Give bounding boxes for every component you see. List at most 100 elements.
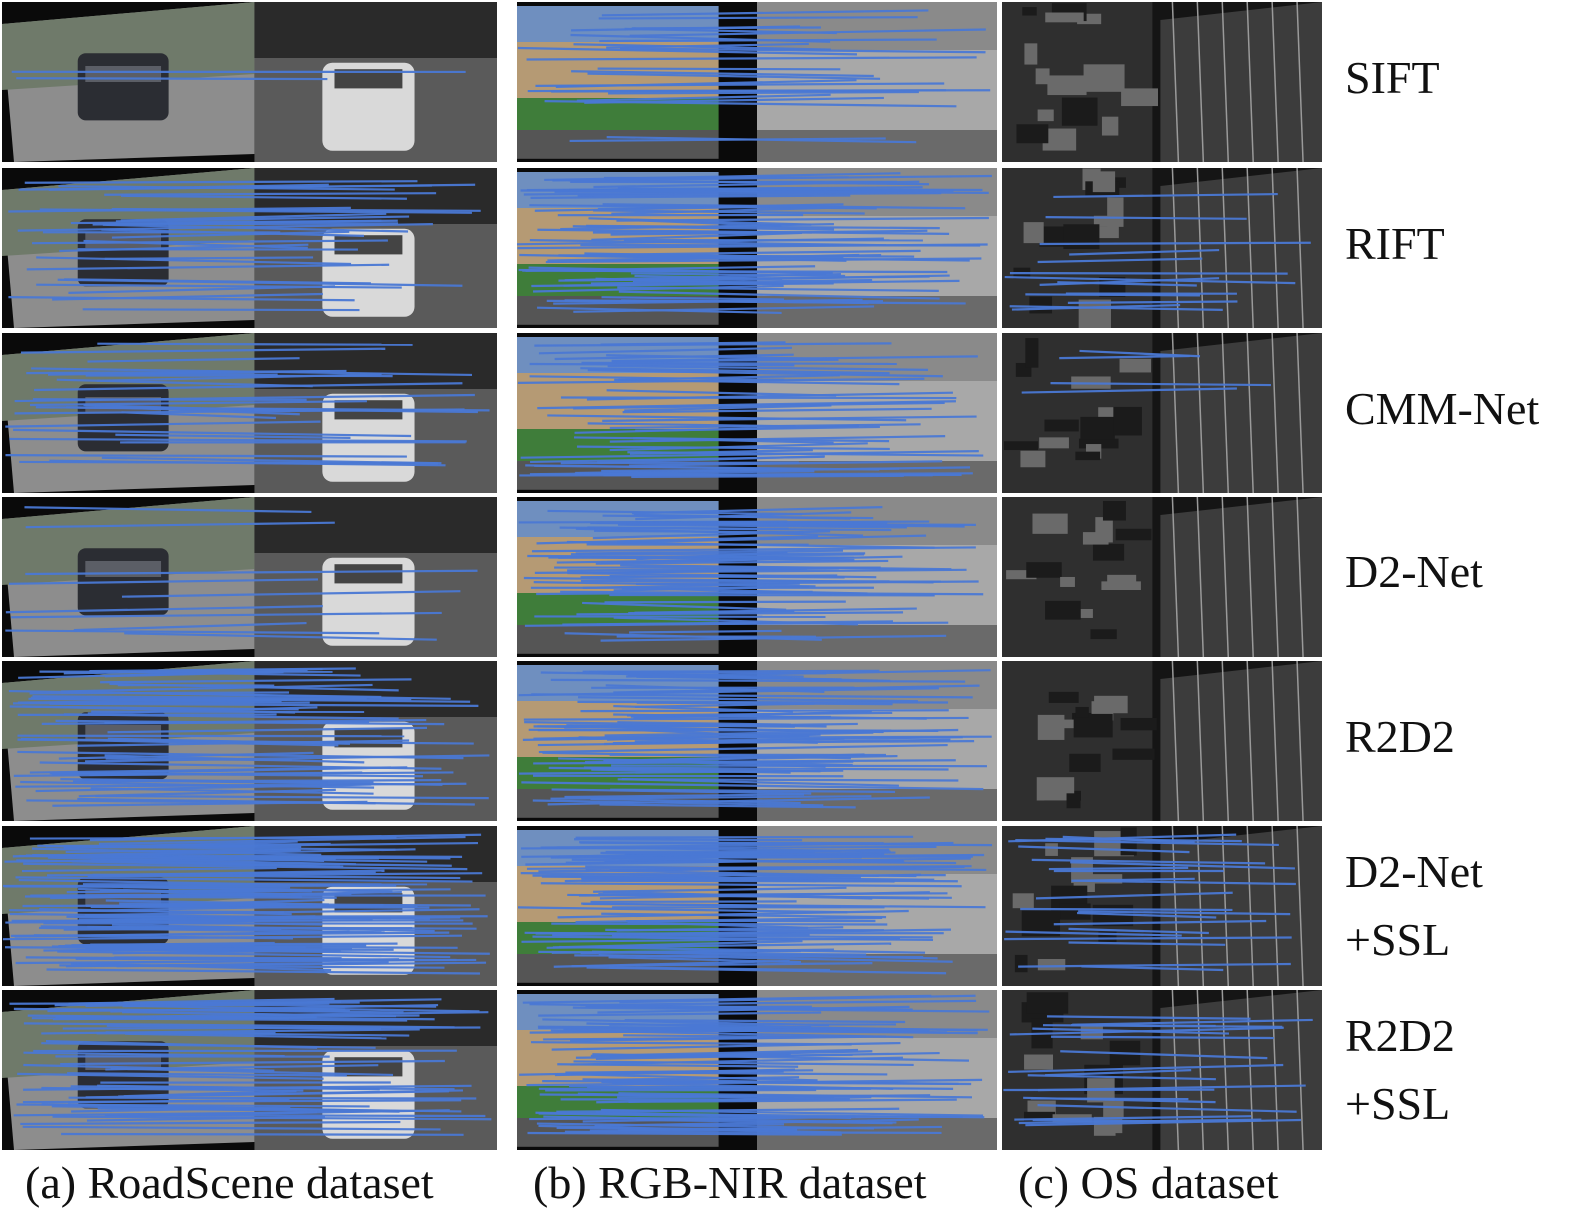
match-image-rgb-5-match-line <box>599 803 856 809</box>
match-image-rgb-4-match-line <box>631 506 883 515</box>
match-image-road-2-match-line <box>36 283 402 289</box>
match-image-rgb-1-match-line <box>576 93 831 102</box>
match-image-rgb-4-match-line <box>582 601 787 611</box>
match-image-rgb-2-match-line <box>588 217 812 226</box>
match-image-rgb-2-match-line <box>630 272 846 278</box>
match-image-rgb-4-canvas <box>517 497 997 657</box>
match-image-road-2-match-line <box>26 263 390 271</box>
match-image-rgb-2-match-line <box>577 192 942 197</box>
match-image-rgb-3-match-line <box>573 401 945 410</box>
match-image-road-6-match-line <box>65 848 299 854</box>
match-image-rgb-5-match-line <box>613 684 980 694</box>
match-image-rgb-3-match-line <box>624 404 832 412</box>
method-label: D2-Net <box>1345 546 1483 597</box>
match-image-road-3-match-line <box>34 382 463 392</box>
match-image-rgb-7-match-line <box>617 1094 931 1099</box>
match-image-rgb-1-match-line <box>606 42 809 49</box>
method-label: RIFT <box>1345 218 1445 269</box>
match-image-os-2-match-line <box>1045 216 1247 220</box>
match-image-road-6-match-line <box>74 904 384 913</box>
match-image-road-5-match-line <box>29 766 408 774</box>
match-image-rgb-7-match-line <box>564 1130 942 1135</box>
match-image-os-6-match-line <box>1077 911 1217 919</box>
match-image-rgb-1-match-line <box>624 27 837 35</box>
match-image-rgb-6-match-line <box>525 857 971 866</box>
match-image-road-4 <box>2 497 497 657</box>
match-image-os-7 <box>1002 990 1322 1150</box>
match-image-road-6-match-line <box>98 835 466 845</box>
match-image-os-7-match-line <box>1032 1027 1230 1035</box>
match-image-os-6-match-line <box>1078 910 1291 916</box>
match-image-os-2-match-line <box>1069 248 1220 256</box>
match-image-os-2-match-line <box>1039 241 1311 246</box>
match-image-rgb-4-match-line <box>604 600 846 604</box>
match-image-os-7-match-line <box>1025 1118 1302 1127</box>
match-image-os-7-match-line <box>1008 1063 1284 1073</box>
match-image-rgb-6-match-line <box>557 909 909 919</box>
match-image-os-5 <box>1002 661 1322 821</box>
match-image-road-2-match-line <box>57 278 463 287</box>
match-image-rgb-6 <box>517 826 997 986</box>
match-image-rgb-5-match-line <box>537 738 951 747</box>
match-image-rgb-5-match-line <box>591 768 791 774</box>
match-image-rgb-6-match-line <box>521 937 901 943</box>
match-image-road-5-match-line <box>9 705 299 711</box>
match-image-road-4-match-line <box>24 506 312 514</box>
match-image-os-6-match-line <box>1015 839 1279 847</box>
match-image-rgb-2-match-line <box>611 206 840 215</box>
match-image-os-7-match-line <box>1014 1115 1252 1121</box>
match-image-rgb-6-match-line <box>524 931 810 936</box>
match-image-road-6-match-line <box>19 854 428 863</box>
match-image-road-7-match-line <box>62 1008 350 1013</box>
match-image-rgb-4-match-line <box>595 559 889 565</box>
match-image-rgb-4-match-line <box>626 522 965 528</box>
match-image-rgb-1-match-line <box>608 90 919 95</box>
match-image-rgb-5-match-line <box>590 797 801 805</box>
match-image-rgb-3-match-line <box>554 353 794 361</box>
match-image-rgb-2-match-line <box>586 224 940 230</box>
match-image-rgb-3-match-line <box>611 355 978 362</box>
match-image-rgb-6-match-line <box>612 936 792 941</box>
match-image-rgb-6-match-line <box>586 966 947 975</box>
match-image-rgb-6-match-line <box>526 865 972 870</box>
match-image-road-5-match-line <box>60 778 374 784</box>
match-image-road-2-match-line <box>52 292 323 301</box>
match-image-road-6-match-line <box>92 873 461 880</box>
match-image-rgb-6-match-line <box>593 886 847 893</box>
match-image-road-3-match-line <box>97 342 413 346</box>
match-image-road-2-match-line <box>120 194 407 200</box>
match-image-rgb-6-match-line <box>579 841 884 845</box>
match-image-rgb-4-match-line <box>600 555 903 564</box>
match-image-rgb-6-match-line <box>623 850 815 858</box>
match-image-rgb-1-match-line <box>517 46 858 56</box>
match-image-road-5-match-line <box>63 713 399 720</box>
match-image-os-6-match-line <box>1048 866 1189 871</box>
match-image-road-5-match-line <box>104 718 427 725</box>
match-image-rgb-4-match-line <box>636 551 788 561</box>
match-image-rgb-6-match-line <box>546 942 892 949</box>
match-image-road-6-match-line <box>37 844 302 849</box>
match-image-road-7-match-line <box>13 1111 318 1117</box>
match-image-road-7-match-line <box>122 1011 397 1018</box>
match-image-rgb-7-match-line <box>580 999 977 1007</box>
match-image-os-7-match-line <box>1018 1118 1262 1125</box>
match-image-road-6-match-line <box>21 866 277 873</box>
match-image-rgb-4-match-line <box>564 632 822 641</box>
match-image-rgb-2-match-line <box>564 299 966 305</box>
match-image-rgb-2-match-line <box>618 290 940 300</box>
match-image-rgb-5-match-line <box>564 793 805 799</box>
match-image-road-5 <box>2 661 497 821</box>
match-image-os-2-match-line <box>1067 300 1238 304</box>
match-image-rgb-4-match-line <box>531 546 976 553</box>
match-image-rgb-4-match-line <box>576 611 904 616</box>
match-image-road-5-match-line <box>32 695 367 700</box>
match-image-road-6-match-line <box>22 903 287 908</box>
match-image-rgb-7-match-line <box>624 1019 906 1024</box>
match-image-rgb-7-match-line <box>535 1111 985 1119</box>
match-image-rgb-5-match-line <box>580 709 949 713</box>
match-image-road-2-match-line <box>70 219 398 225</box>
match-image-rgb-3-match-line <box>601 467 900 473</box>
match-image-rgb-5-match-line <box>604 728 959 737</box>
match-image-rgb-2 <box>517 168 997 328</box>
match-image-os-6-match-line <box>1035 891 1233 900</box>
